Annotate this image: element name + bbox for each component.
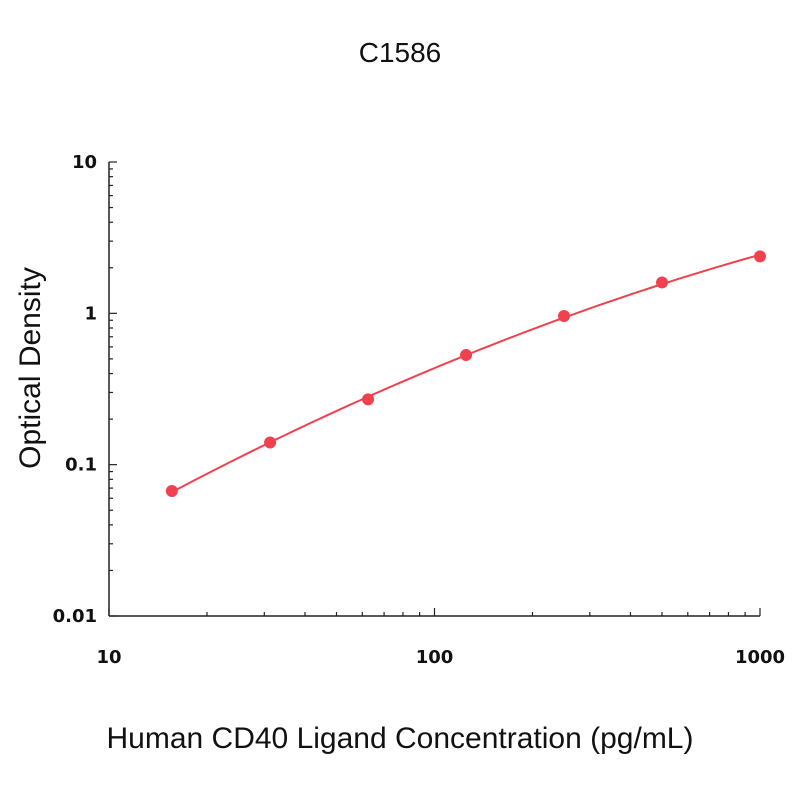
points-layer bbox=[165, 250, 766, 497]
y-axis-label: Optical Density bbox=[14, 267, 47, 469]
x-tick-label: 1000 bbox=[735, 647, 785, 668]
y-tick-label: 0.1 bbox=[65, 455, 97, 476]
data-point bbox=[460, 349, 473, 362]
data-point bbox=[264, 436, 277, 449]
data-point bbox=[656, 276, 669, 289]
axes: 0.01 0.1 1 10 10 100 1000 bbox=[53, 152, 785, 668]
x-tick-label: 100 bbox=[416, 647, 454, 668]
chart-title: C1586 bbox=[359, 37, 442, 68]
y-tick-label: 1 bbox=[84, 303, 97, 324]
curve-layer bbox=[171, 253, 761, 493]
data-point bbox=[165, 484, 178, 497]
fit-curve-line bbox=[171, 253, 761, 493]
data-point bbox=[754, 250, 766, 263]
y-tick-label: 10 bbox=[72, 152, 97, 173]
x-tick-label: 10 bbox=[96, 647, 121, 668]
data-point bbox=[362, 393, 375, 406]
y-tick-label: 0.01 bbox=[53, 606, 97, 627]
data-point bbox=[558, 310, 571, 323]
x-axis-label: Human CD40 Ligand Concentration (pg/mL) bbox=[107, 722, 694, 755]
